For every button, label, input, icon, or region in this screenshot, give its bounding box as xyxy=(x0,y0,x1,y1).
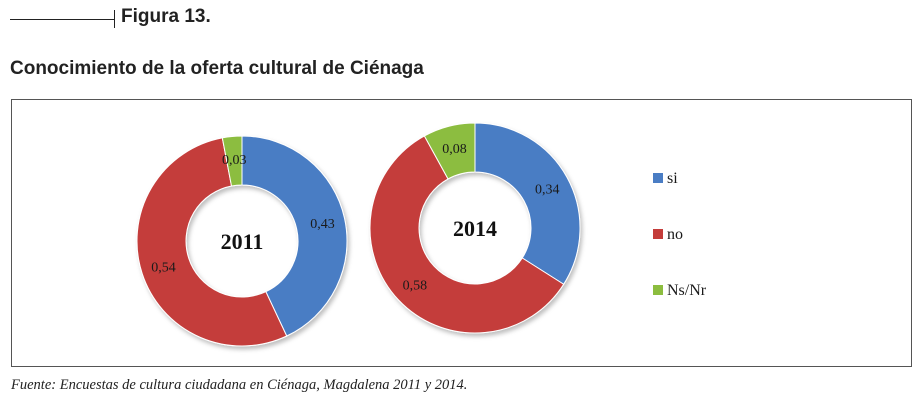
value-label-2014-si: 0,34 xyxy=(535,182,560,197)
donut-center-label-2014: 2014 xyxy=(453,216,497,241)
donut-slice-2014-si xyxy=(474,122,581,285)
legend-swatch-ns-nr xyxy=(653,285,663,295)
legend-label-ns-nr: Ns/Nr xyxy=(667,282,707,299)
value-label-2014-no: 0,58 xyxy=(403,278,428,293)
figure-rule-tick xyxy=(114,10,115,28)
value-label-2014-ns-nr: 0,08 xyxy=(442,142,467,157)
value-label-2011-no: 0,54 xyxy=(151,260,176,275)
legend-label-si: si xyxy=(667,170,678,187)
donut-slice-2014-ns-nr xyxy=(423,122,476,180)
legend-swatch-no xyxy=(653,229,663,239)
chart-frame: 0,43 0,54 0,03 2011 0,34 0,58 0,08 2014 si no Ns/N… xyxy=(11,99,912,367)
donut-chart-2014 xyxy=(369,122,581,334)
donut-center-label-2011: 2011 xyxy=(221,229,264,254)
donut-slice-2014-no xyxy=(369,135,565,334)
value-label-2011-si: 0,43 xyxy=(310,217,335,232)
chart-title: Conocimiento de la oferta cultural de Ci… xyxy=(10,58,424,79)
donut-slice-2011-si xyxy=(241,135,348,337)
donut-charts: 0,43 0,54 0,03 2011 0,34 0,58 0,08 2014 si no Ns/N… xyxy=(136,122,707,347)
value-label-2011-ns-nr: 0,03 xyxy=(222,153,247,168)
donut-slice-2011-no xyxy=(136,137,288,347)
legend-swatch-si xyxy=(653,173,663,183)
figure-label: Figura 13. xyxy=(121,6,211,27)
source-note: Fuente: Encuestas de cultura ciudadana e… xyxy=(11,377,468,393)
legend-label-no: no xyxy=(667,226,683,243)
figure-rule xyxy=(10,19,114,20)
donut-chart-2011 xyxy=(136,135,348,347)
donut-slice-2011-ns-nr xyxy=(221,135,243,187)
